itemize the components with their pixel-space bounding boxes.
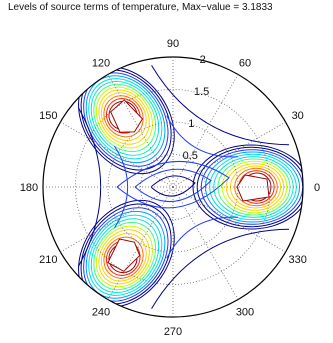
contour-level (150, 175, 196, 197)
contour-level (90, 80, 160, 156)
angular-gridline (60, 186, 174, 253)
angular-gridline (172, 186, 286, 253)
contour-level (103, 95, 144, 138)
contour-level (93, 83, 157, 153)
contour-level (151, 65, 290, 146)
angle-tick-label: 240 (92, 307, 110, 319)
angle-tick-label: 300 (236, 307, 254, 319)
contour-level (100, 233, 147, 282)
angular-gridline (172, 74, 239, 188)
angular-gridline (172, 186, 239, 300)
radial-tick-label: 2 (200, 54, 206, 66)
contour-level (88, 214, 163, 296)
angular-gridline (172, 121, 286, 188)
contour-lobe-125 (78, 66, 175, 175)
radial-tick-label: 0.5 (183, 150, 198, 162)
radial-gridline (75, 89, 271, 285)
radial-gridline (107, 121, 239, 253)
contour-level (93, 221, 157, 291)
contour-lobe-235 (78, 199, 175, 308)
contour-level (151, 228, 290, 309)
angle-tick-label: 60 (239, 57, 251, 69)
contour-level (192, 144, 303, 230)
angle-tick-label: 0 (314, 182, 320, 194)
angle-tick-label: 150 (39, 110, 57, 122)
angle-tick-label: 90 (167, 38, 179, 50)
contour-level (98, 229, 150, 285)
contour-level (88, 78, 163, 160)
radial-tick-label: 1 (188, 118, 194, 130)
contour-level (95, 225, 153, 288)
peak-region (110, 99, 144, 133)
chart-title: Levels of source terms of temperature, M… (8, 2, 273, 13)
angle-tick-label: 120 (92, 57, 110, 69)
contour-level (116, 161, 230, 209)
radial-gridline (140, 154, 206, 220)
angular-gridline (107, 186, 174, 300)
angular-gridline (60, 121, 174, 188)
contour-level (98, 89, 150, 145)
radial-tick-label: 1.5 (194, 86, 209, 98)
contour-level (100, 92, 147, 141)
contour-level (134, 168, 212, 202)
polar-grid (42, 56, 304, 318)
peak-region (107, 238, 141, 272)
contour-level (95, 86, 153, 149)
contour-level (90, 218, 160, 294)
angle-tick-label: 30 (292, 110, 304, 122)
contour-level (234, 167, 278, 207)
tick-labels: 0 30 60 90 120 150 180 210 240 270 300 330 0.5 1 1.5 2 (20, 38, 320, 338)
peak-region (236, 174, 270, 202)
contour-level (166, 216, 238, 259)
angular-gridline (107, 74, 174, 188)
angle-tick-label: 330 (289, 254, 307, 266)
contour-level (225, 163, 285, 211)
angle-tick-label: 180 (20, 182, 38, 194)
contour-level (221, 160, 288, 214)
angle-tick-label: 270 (164, 326, 182, 338)
angle-tick-label: 210 (39, 254, 57, 266)
